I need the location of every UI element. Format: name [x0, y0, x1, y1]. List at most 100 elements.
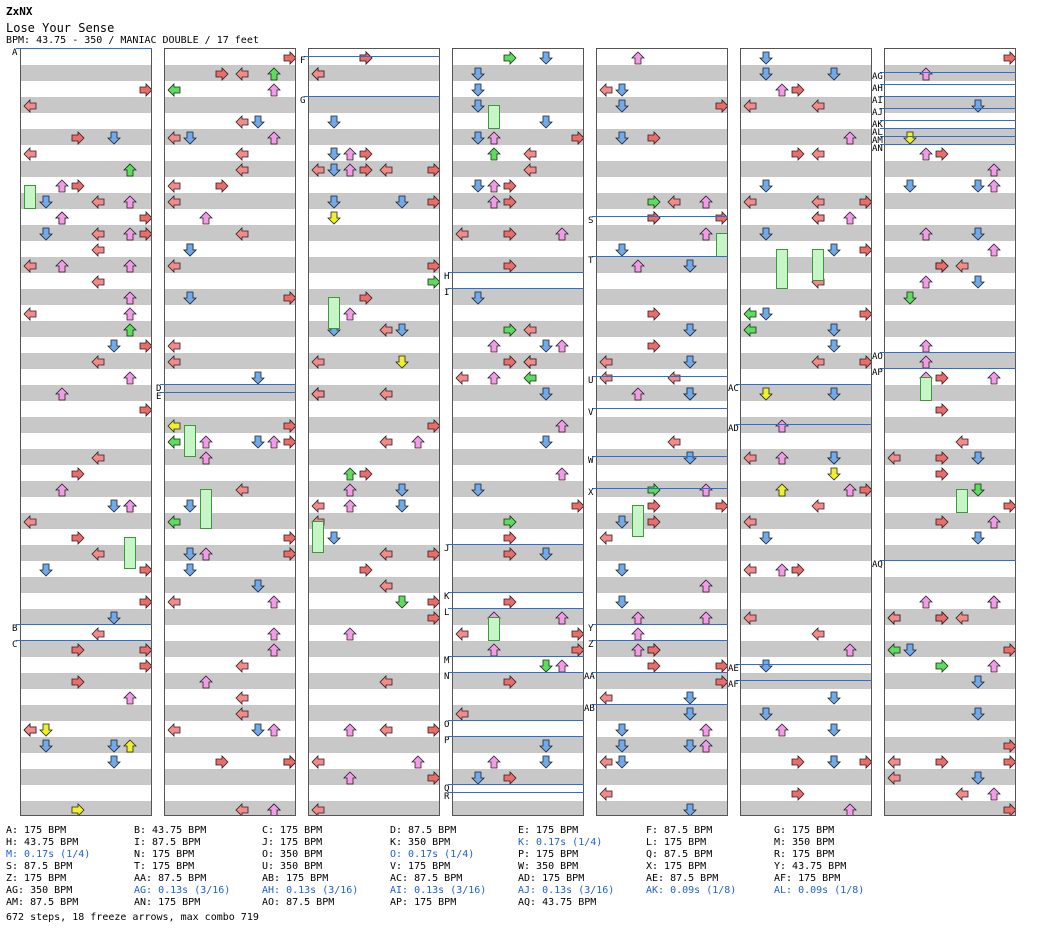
- right-arrow-icon: [935, 514, 949, 529]
- legend-entry: W: 350 BPM: [518, 861, 579, 872]
- freeze-arrow: [632, 505, 644, 537]
- bpm-marker-label: G: [300, 96, 306, 106]
- right-arrow-icon: [647, 338, 661, 353]
- up-arrow-icon: [555, 418, 569, 433]
- down-arrow-icon: [39, 562, 53, 577]
- down-arrow-icon: [615, 130, 629, 145]
- up-arrow-icon: [555, 226, 569, 241]
- right-arrow-icon: [139, 226, 151, 241]
- up-arrow-icon: [775, 722, 789, 737]
- legend-entry: M: 0.17s (1/4): [6, 849, 91, 860]
- left-arrow-icon: [743, 322, 757, 337]
- right-arrow-icon: [139, 210, 151, 225]
- right-arrow-icon: [503, 194, 517, 209]
- bpm-marker-label: D: [156, 384, 162, 394]
- legend-entry: I: 87.5 BPM: [134, 837, 201, 848]
- bpm-marker-label: AB: [584, 704, 595, 714]
- right-arrow-icon: [791, 754, 805, 769]
- right-arrow-icon: [283, 418, 295, 433]
- bpm-marker-label: N: [444, 672, 450, 682]
- right-arrow-icon: [503, 226, 517, 241]
- right-arrow-icon: [647, 194, 661, 209]
- left-arrow-icon: [379, 162, 393, 177]
- left-arrow-icon: [743, 306, 757, 321]
- right-arrow-icon: [283, 546, 295, 561]
- left-arrow-icon: [455, 226, 469, 241]
- legend-entry: AI: 0.13s (3/16): [390, 885, 487, 896]
- left-arrow-icon: [311, 162, 325, 177]
- down-arrow-icon: [539, 434, 553, 449]
- right-arrow-icon: [715, 498, 727, 513]
- left-arrow-icon: [23, 306, 37, 321]
- down-arrow-icon: [107, 130, 121, 145]
- bpm-change-line: [880, 120, 1016, 121]
- up-arrow-icon: [843, 130, 857, 145]
- freeze-arrow: [812, 249, 824, 281]
- bpm-marker-label: X: [588, 488, 594, 498]
- bpm-change-line: [736, 664, 872, 665]
- down-arrow-icon: [683, 322, 697, 337]
- right-arrow-icon: [503, 514, 517, 529]
- down-arrow-icon: [251, 370, 265, 385]
- bpm-change-line: [16, 624, 152, 625]
- up-arrow-icon: [55, 386, 69, 401]
- down-arrow-icon: [471, 66, 485, 81]
- bpm-marker-label: AM: [872, 136, 883, 146]
- left-arrow-icon: [235, 114, 249, 129]
- freeze-arrow: [312, 521, 324, 553]
- legend-entry: U: 350 BPM: [262, 861, 323, 872]
- down-arrow-icon: [615, 562, 629, 577]
- up-arrow-icon: [487, 370, 501, 385]
- left-arrow-icon: [887, 754, 901, 769]
- bpm-change-line: [160, 384, 296, 385]
- left-arrow-icon: [667, 194, 681, 209]
- left-arrow-icon: [235, 802, 249, 815]
- right-arrow-icon: [647, 482, 661, 497]
- footer-stats: 672 steps, 18 freeze arrows, max combo 7…: [6, 912, 259, 923]
- down-arrow-icon: [903, 290, 917, 305]
- right-arrow-icon: [503, 674, 517, 689]
- left-arrow-icon: [811, 210, 825, 225]
- right-arrow-icon: [71, 642, 85, 657]
- bpm-change-line: [448, 784, 584, 785]
- bpm-marker-label: U: [588, 376, 594, 386]
- bpm-change-line: [880, 72, 1016, 73]
- bpm-marker-label: AD: [728, 424, 739, 434]
- up-arrow-icon: [343, 498, 357, 513]
- legend-entry: B: 43.75 BPM: [134, 825, 207, 836]
- left-arrow-icon: [667, 434, 681, 449]
- up-arrow-icon: [123, 322, 137, 337]
- up-arrow-icon: [199, 434, 213, 449]
- left-arrow-icon: [167, 194, 181, 209]
- left-arrow-icon: [379, 722, 393, 737]
- left-arrow-icon: [523, 370, 537, 385]
- bpm-change-line: [448, 736, 584, 737]
- chart-column: [596, 48, 728, 816]
- right-arrow-icon: [935, 258, 949, 273]
- down-arrow-icon: [539, 738, 553, 753]
- left-arrow-icon: [599, 786, 613, 801]
- left-arrow-icon: [235, 706, 249, 721]
- right-arrow-icon: [859, 242, 871, 257]
- right-arrow-icon: [571, 642, 583, 657]
- legend-entry: AA: 87.5 BPM: [134, 873, 207, 884]
- right-arrow-icon: [647, 498, 661, 513]
- right-arrow-icon: [859, 754, 871, 769]
- bpm-change-line: [592, 216, 728, 217]
- freeze-arrow: [328, 297, 340, 329]
- bpm-marker-label: Q: [444, 784, 450, 794]
- down-arrow-icon: [395, 194, 409, 209]
- down-arrow-icon: [539, 114, 553, 129]
- bpm-change-line: [448, 592, 584, 593]
- right-arrow-icon: [215, 754, 229, 769]
- left-arrow-icon: [91, 242, 105, 257]
- down-arrow-icon: [903, 178, 917, 193]
- up-arrow-icon: [919, 274, 933, 289]
- bpm-marker-label: S: [588, 216, 594, 226]
- up-arrow-icon: [843, 802, 857, 815]
- up-arrow-icon: [411, 754, 425, 769]
- right-arrow-icon: [503, 546, 517, 561]
- left-arrow-icon: [743, 194, 757, 209]
- legend-entry: C: 175 BPM: [262, 825, 323, 836]
- up-arrow-icon: [987, 514, 1001, 529]
